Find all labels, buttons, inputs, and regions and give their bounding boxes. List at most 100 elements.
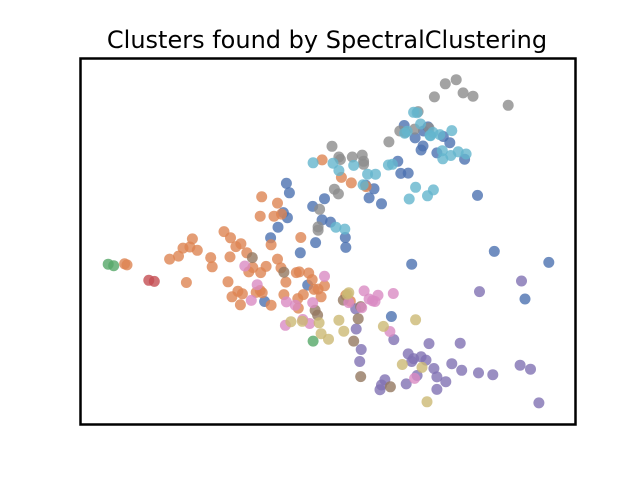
cluster-4-point-24 (487, 369, 499, 381)
cluster-7-point-0 (285, 316, 297, 328)
cluster-4-point-2 (355, 344, 367, 355)
cluster-0-point-29 (406, 258, 418, 270)
cluster-9-point-17 (436, 145, 448, 157)
cluster-1-point-2 (164, 253, 176, 265)
cluster-1-point-46 (316, 154, 328, 166)
cluster-0-point-22 (417, 140, 429, 152)
cluster-1-point-29 (280, 276, 292, 288)
cluster-7-point-4 (323, 333, 334, 345)
cluster-7-point-11 (410, 314, 422, 326)
cluster-4-point-14 (374, 384, 386, 396)
cluster-1-point-39 (297, 289, 309, 301)
cluster-1-point-50 (180, 277, 192, 288)
cluster-1-point-20 (222, 276, 234, 288)
cluster-5-point-8 (355, 371, 367, 383)
cluster-1-point-40 (295, 232, 307, 243)
cluster-6-point-12 (319, 270, 330, 282)
cluster-6-point-7 (289, 299, 301, 311)
cluster-0-point-14 (376, 198, 387, 210)
cluster-0-point-36 (385, 311, 397, 322)
cluster-1-point-48 (345, 177, 357, 189)
cluster-1-point-7 (191, 244, 203, 256)
cluster-0-point-19 (409, 132, 421, 144)
cluster-9-point-27 (427, 184, 439, 196)
cluster-0-point-10 (339, 232, 351, 243)
cluster-9-point-1 (327, 157, 339, 169)
cluster-7-point-1 (296, 315, 308, 327)
cluster-9-point-6 (370, 168, 381, 180)
cluster-5-point-7 (348, 335, 360, 347)
cluster-0-point-30 (402, 167, 414, 179)
cluster-8-point-22 (314, 203, 326, 215)
cluster-7-point-6 (338, 325, 350, 337)
cluster-1-point-13 (206, 261, 218, 273)
cluster-3-point-1 (148, 275, 160, 287)
cluster-6-point-3 (280, 296, 292, 308)
cluster-6-point-0 (239, 260, 251, 272)
cluster-0-point-28 (488, 245, 500, 257)
cluster-1-point-43 (256, 191, 268, 203)
cluster-0-point-37 (519, 293, 531, 305)
cluster-1-point-3 (173, 250, 184, 262)
cluster-4-point-19 (440, 376, 452, 388)
cluster-6-point-17 (387, 288, 399, 299)
cluster-0-point-24 (444, 137, 456, 149)
cluster-1-point-14 (235, 238, 247, 250)
cluster-0-point-33 (294, 247, 306, 259)
cluster-1-point-33 (306, 274, 318, 286)
cluster-4-point-28 (514, 359, 526, 371)
cluster-4-point-3 (354, 356, 366, 367)
cluster-6-point-2 (245, 294, 257, 306)
cluster-4-point-17 (431, 371, 443, 383)
cluster-7-point-2 (313, 317, 325, 329)
cluster-4-point-18 (400, 378, 412, 390)
cluster-1-point-51 (293, 266, 305, 278)
cluster-7-point-5 (333, 314, 345, 326)
cluster-9-point-24 (403, 193, 415, 205)
chart-title: Clusters found by SpectralClustering (107, 26, 547, 54)
cluster-8-point-3 (346, 151, 358, 163)
cluster-1-point-12 (205, 252, 217, 264)
cluster-9-point-8 (386, 158, 398, 170)
cluster-7-point-8 (343, 287, 355, 299)
cluster-4-point-29 (533, 397, 545, 409)
cluster-1-point-11 (224, 251, 236, 263)
cluster-4-point-26 (516, 275, 527, 287)
cluster-9-point-23 (424, 129, 436, 141)
cluster-9-point-2 (333, 165, 345, 176)
cluster-0-point-27 (472, 189, 483, 201)
cluster-6-point-15 (358, 285, 370, 297)
cluster-9-point-28 (339, 223, 351, 235)
cluster-4-point-21 (454, 337, 466, 349)
cluster-4-point-9 (423, 338, 435, 350)
cluster-6-point-9 (343, 297, 355, 309)
cluster-8-point-10 (428, 91, 440, 103)
cluster-8-point-6 (383, 136, 395, 148)
cluster-8-point-14 (467, 90, 479, 102)
cluster-9-point-5 (357, 179, 369, 191)
cluster-7-point-12 (416, 361, 428, 373)
cluster-1-point-42 (272, 197, 283, 209)
cluster-0-point-9 (340, 241, 352, 253)
cluster-7-point-13 (421, 396, 433, 408)
cluster-0-point-7 (319, 193, 330, 205)
cluster-8-point-23 (312, 224, 324, 236)
cluster-9-point-25 (410, 181, 422, 193)
cluster-1-point-21 (226, 291, 238, 303)
cluster-5-point-9 (384, 381, 396, 393)
cluster-0-point-8 (310, 237, 322, 249)
cluster-1-point-26 (256, 287, 268, 299)
cluster-2-point-2 (307, 335, 319, 347)
cluster-1-point-9 (225, 232, 236, 244)
cluster-8-point-15 (502, 99, 514, 111)
cluster-0-point-11 (363, 192, 375, 204)
plot-frame (79, 57, 577, 426)
cluster-1-point-52 (265, 239, 277, 251)
cluster-8-point-1 (326, 140, 338, 152)
cluster-9-point-3 (348, 159, 360, 171)
cluster-8-point-13 (457, 87, 469, 99)
cluster-9-point-16 (434, 129, 446, 141)
cluster-1-point-6 (186, 233, 198, 245)
cluster-1-point-54 (260, 260, 272, 272)
